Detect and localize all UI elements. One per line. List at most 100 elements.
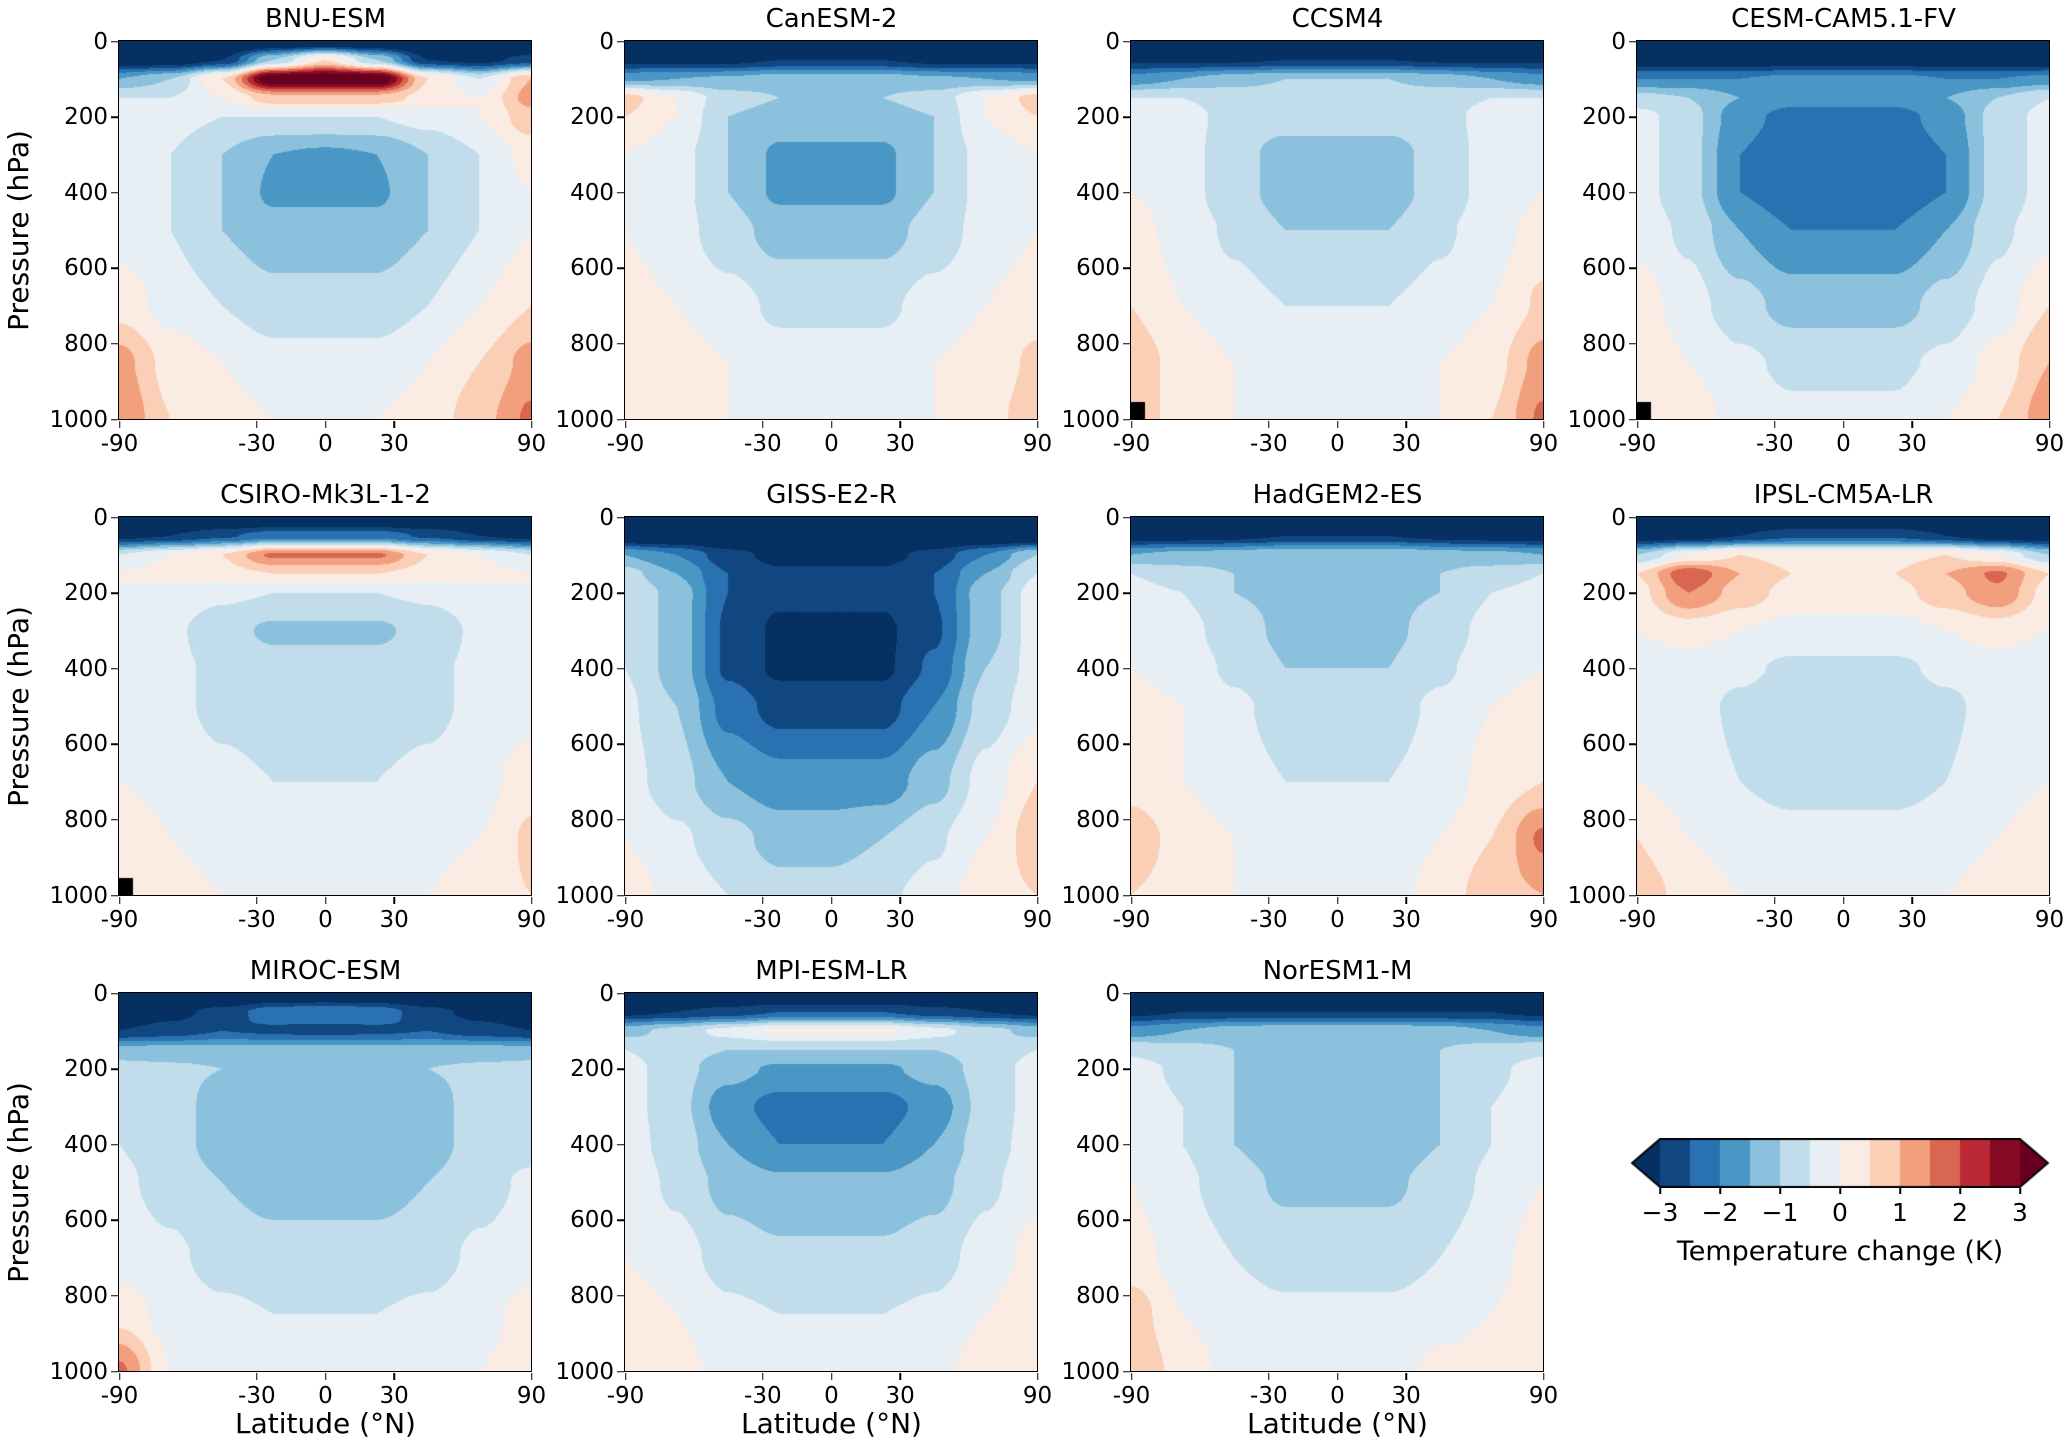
x-tick-label: -90 xyxy=(1618,431,1657,457)
x-tick-mark xyxy=(1036,1373,1039,1380)
y-tick-mark xyxy=(617,267,624,270)
y-tick-label: 600 xyxy=(64,255,108,282)
x-tick-mark xyxy=(1542,897,1545,904)
x-tick-label: -90 xyxy=(606,907,645,933)
x-tick-mark xyxy=(324,421,327,428)
y-tick-label: 0 xyxy=(93,980,108,1007)
y-tick-label: 400 xyxy=(1076,655,1120,682)
y-tick-label: 1000 xyxy=(49,406,108,433)
x-tick-label: -90 xyxy=(100,907,139,933)
contour-plot-noresm1-m xyxy=(1130,992,1544,1372)
y-tick-label: 1000 xyxy=(1061,882,1120,909)
y-tick-mark xyxy=(111,116,118,118)
y-tick-label: 0 xyxy=(1105,980,1120,1007)
y-tick-mark xyxy=(111,418,118,421)
y-tick-mark xyxy=(1123,267,1130,270)
y-tick-label: 800 xyxy=(1076,330,1120,357)
x-tick-label: -90 xyxy=(1112,907,1151,933)
x-tick-label: -30 xyxy=(744,907,782,933)
y-tick-mark xyxy=(111,343,118,345)
x-tick-mark xyxy=(2048,421,2051,428)
y-tick-mark xyxy=(111,667,118,670)
y-tick-mark xyxy=(111,1370,118,1373)
y-tick-label: 400 xyxy=(1582,655,1626,682)
x-tick-label: 0 xyxy=(1836,907,1851,933)
y-tick-mark xyxy=(111,992,118,995)
x-tick-label: 90 xyxy=(1022,907,1053,933)
contour-plot-cesm-cam5-1-fv xyxy=(1636,40,2050,420)
panel-title-mpi-esm-lr: MPI-ESM-LR xyxy=(755,956,908,986)
y-tick-label: 800 xyxy=(64,330,108,357)
x-tick-mark xyxy=(624,1373,627,1380)
x-tick-mark xyxy=(1911,421,1913,428)
x-tick-mark xyxy=(530,421,533,428)
y-tick-label: 0 xyxy=(599,980,614,1007)
panel-giss-e2-r: GISS-E2-R -90 -30 0 30 90 0 200 400 600 800 1000 xyxy=(555,480,1052,933)
x-tick-mark xyxy=(1636,897,1639,904)
y-tick-label: 800 xyxy=(570,330,614,357)
colorbar-tick-label: 1 xyxy=(1892,1198,1908,1227)
x-tick-mark xyxy=(830,897,833,904)
y-tick-mark xyxy=(1123,894,1130,897)
colorbar-tick-label: −2 xyxy=(1701,1198,1739,1227)
y-tick-mark xyxy=(1123,343,1130,345)
y-tick-mark xyxy=(617,116,624,118)
panel-csiro-mk3l-1-2: CSIRO-Mk3L-1-2 -90 -30 0 30 90 0 200 400 600 800 10… xyxy=(2,480,547,933)
y-tick-label: 1000 xyxy=(555,882,614,909)
y-tick-label: 1000 xyxy=(1567,406,1626,433)
y-tick-label: 400 xyxy=(1076,179,1120,206)
y-tick-mark xyxy=(1123,1143,1130,1146)
x-tick-mark xyxy=(830,421,833,428)
panel-title-hadgem2-es: HadGEM2-ES xyxy=(1252,480,1423,510)
x-tick-label: 90 xyxy=(1528,907,1559,933)
x-tick-label: 90 xyxy=(1022,1383,1053,1409)
y-tick-label: 800 xyxy=(64,806,108,833)
x-axis-label: Latitude (°N) xyxy=(741,1407,922,1440)
x-tick-label: 0 xyxy=(824,907,839,933)
x-tick-mark xyxy=(1268,1373,1270,1380)
panel-noresm1-m: NorESM1-M -90 -30 0 30 90 0 200 400 600 800 1000 Lat… xyxy=(1061,956,1558,1440)
x-tick-mark xyxy=(899,897,901,904)
colorbar-tick-mark xyxy=(2019,1188,2021,1194)
y-tick-label: 0 xyxy=(93,28,108,55)
x-tick-mark xyxy=(1130,897,1133,904)
y-tick-mark xyxy=(111,592,118,594)
x-tick-label: 30 xyxy=(1391,907,1421,933)
x-tick-label: 0 xyxy=(824,431,839,457)
x-tick-label: 30 xyxy=(1391,431,1421,457)
panel-title-ipsl-cm5a-lr: IPSL-CM5A-LR xyxy=(1753,480,1934,510)
y-tick-label: 200 xyxy=(1076,1056,1120,1083)
panel-title-csiro-mk3l-1-2: CSIRO-Mk3L-1-2 xyxy=(220,480,431,510)
colorbar-tick-mark xyxy=(1719,1188,1721,1194)
y-tick-label: 400 xyxy=(570,655,614,682)
y-tick-label: 600 xyxy=(64,1207,108,1234)
y-tick-label: 0 xyxy=(599,504,614,531)
y-tick-label: 600 xyxy=(570,731,614,758)
y-tick-mark xyxy=(617,40,624,43)
y-tick-mark xyxy=(617,1370,624,1373)
y-tick-mark xyxy=(1123,418,1130,421)
x-axis-label: Latitude (°N) xyxy=(235,1407,416,1440)
x-tick-label: -90 xyxy=(100,1383,139,1409)
x-tick-mark xyxy=(830,1373,833,1380)
y-tick-mark xyxy=(111,819,118,821)
y-tick-label: 600 xyxy=(1076,1207,1120,1234)
x-tick-label: -90 xyxy=(1112,431,1151,457)
y-tick-mark xyxy=(1123,1295,1130,1297)
x-tick-mark xyxy=(1268,421,1270,428)
x-tick-label: 0 xyxy=(318,1383,333,1409)
y-tick-mark xyxy=(617,894,624,897)
x-tick-label: 30 xyxy=(885,1383,915,1409)
x-tick-mark xyxy=(256,421,258,428)
x-tick-mark xyxy=(256,1373,258,1380)
y-tick-label: 200 xyxy=(1076,104,1120,131)
y-tick-mark xyxy=(1629,743,1636,746)
x-tick-label: 0 xyxy=(1330,907,1345,933)
y-tick-label: 1000 xyxy=(1061,406,1120,433)
contour-plot-ipsl-cm5a-lr xyxy=(1636,516,2050,896)
y-tick-label: 0 xyxy=(599,28,614,55)
x-tick-label: 90 xyxy=(516,1383,547,1409)
y-tick-label: 600 xyxy=(570,255,614,282)
y-tick-label: 600 xyxy=(570,1207,614,1234)
